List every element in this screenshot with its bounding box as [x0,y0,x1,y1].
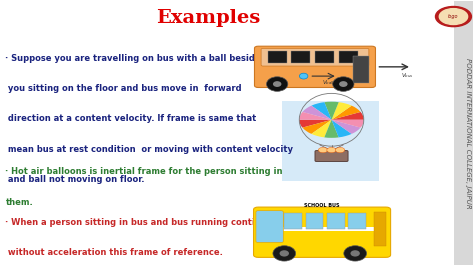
Wedge shape [302,120,331,134]
FancyBboxPatch shape [255,46,375,88]
Bar [374,212,386,246]
Ellipse shape [339,81,347,87]
Bar [284,213,302,229]
FancyBboxPatch shape [256,211,283,243]
Ellipse shape [344,246,366,261]
Text: direction at a content velocity. If frame is same that: direction at a content velocity. If fram… [5,114,256,123]
Bar [292,51,310,63]
FancyBboxPatch shape [315,151,348,161]
Wedge shape [324,102,339,120]
Text: SCHOOL BUS: SCHOOL BUS [304,203,340,209]
Text: $V_{ball}$: $V_{ball}$ [322,78,335,87]
Text: · Hot air balloons is inertial frame for the person sitting in: · Hot air balloons is inertial frame for… [5,167,283,176]
Text: them.: them. [5,198,33,207]
Wedge shape [311,102,331,120]
Bar [306,213,323,229]
Text: $V_{bus}$: $V_{bus}$ [401,72,413,80]
Circle shape [318,147,328,153]
FancyBboxPatch shape [254,207,391,257]
Ellipse shape [300,73,308,79]
Text: without acceleration this frame of reference.: without acceleration this frame of refer… [5,248,223,257]
Text: Examples: Examples [156,9,261,27]
Circle shape [327,147,336,153]
FancyBboxPatch shape [261,48,369,66]
Ellipse shape [280,250,289,257]
Bar [353,56,369,83]
Text: you sitting on the floor and bus move in  forward: you sitting on the floor and bus move in… [5,84,242,93]
Bar [338,51,357,63]
Text: PODDAR INTERNATIONAL COLLEGE, JAIPUR: PODDAR INTERNATIONAL COLLEGE, JAIPUR [465,58,471,208]
Bar [455,1,474,265]
Wedge shape [331,120,361,134]
Ellipse shape [273,81,282,87]
Bar [327,213,345,229]
Wedge shape [302,106,331,120]
Bar [258,227,386,231]
Ellipse shape [273,246,296,261]
Wedge shape [299,120,331,128]
Text: mean bus at rest condition  or moving with content velocity: mean bus at rest condition or moving wit… [5,145,293,154]
Text: · When a person sitting in bus and bus running continually: · When a person sitting in bus and bus r… [5,218,284,227]
Text: and ball not moving on floor.: and ball not moving on floor. [5,175,145,184]
Circle shape [439,9,468,24]
Ellipse shape [333,77,354,91]
Wedge shape [331,120,364,128]
Text: · Suppose you are travelling on bus with a ball beside: · Suppose you are travelling on bus with… [5,54,261,63]
Wedge shape [331,106,361,120]
Wedge shape [331,120,352,137]
Bar [268,51,287,63]
Wedge shape [311,120,331,137]
Wedge shape [331,102,352,120]
Bar [348,213,366,229]
Bar [282,101,379,181]
Wedge shape [299,112,331,120]
Circle shape [436,6,472,27]
Ellipse shape [350,250,360,257]
Text: logo: logo [448,14,459,19]
Wedge shape [331,112,364,120]
Ellipse shape [266,77,288,91]
Circle shape [335,147,345,153]
Wedge shape [324,120,339,138]
Bar [315,51,334,63]
